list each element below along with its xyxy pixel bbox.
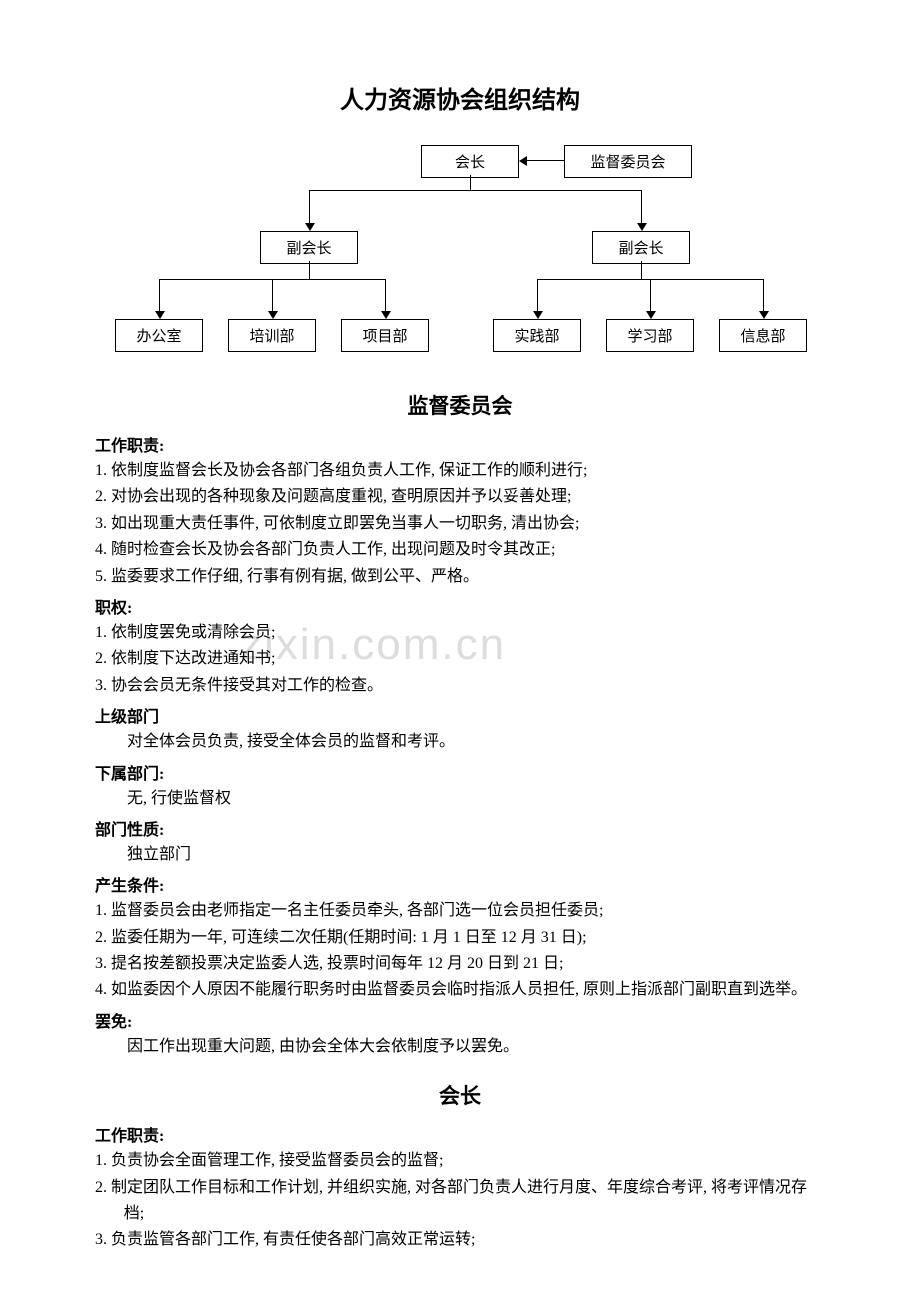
node-d5: 学习部 [606,319,694,352]
node-d2: 培训部 [228,319,316,352]
node-d3: 项目部 [341,319,429,352]
sub-text: 无, 行使监督权 [95,786,825,812]
powers-label: 职权: [95,594,825,618]
list-item: 2. 制定团队工作目标和工作计划, 并组织实施, 对各部门负责人进行月度、年度综… [95,1175,825,1228]
sub-label: 下属部门: [95,760,825,784]
list-item: 1. 依制度罢免或清除会员; [95,620,825,646]
section1-title: 监督委员会 [95,390,825,420]
list-item: 4. 随时检查会长及协会各部门负责人工作, 出现问题及时令其改正; [95,537,825,563]
powers-list: 1. 依制度罢免或清除会员; 2. 依制度下达改进通知书; 3. 协会会员无条件… [95,620,825,699]
recall-label: 罢免: [95,1008,825,1032]
node-d6: 信息部 [719,319,807,352]
recall-text: 因工作出现重大问题, 由协会全体大会依制度予以罢免。 [95,1034,825,1060]
duties2-list: 1. 负责协会全面管理工作, 接受监督委员会的监督; 2. 制定团队工作目标和工… [95,1148,825,1254]
duties2-label: 工作职责: [95,1122,825,1146]
list-item: 3. 负责监管各部门工作, 有责任使各部门高效正常运转; [95,1227,825,1253]
list-item: 2. 依制度下达改进通知书; [95,646,825,672]
list-item: 5. 监委要求工作仔细, 行事有例有据, 做到公平、严格。 [95,564,825,590]
list-item: 1. 监督委员会由老师指定一名主任委员牵头, 各部门选一位会员担任委员; [95,898,825,924]
page-title: 人力资源协会组织结构 [95,80,825,115]
list-item: 3. 如出现重大责任事件, 可依制度立即罢免当事人一切职务, 清出协会; [95,511,825,537]
list-item: 2. 监委任期为一年, 可连续二次任期(任期时间: 1 月 1 日至 12 月 … [95,925,825,951]
superior-label: 上级部门 [95,703,825,727]
superior-text: 对全体会员负责, 接受全体会员的监督和考评。 [95,729,825,755]
duties-label: 工作职责: [95,432,825,456]
section2-title: 会长 [95,1080,825,1110]
nature-text: 独立部门 [95,842,825,868]
cond-list: 1. 监督委员会由老师指定一名主任委员牵头, 各部门选一位会员担任委员; 2. … [95,898,825,1004]
duties-list: 1. 依制度监督会长及协会各部门各组负责人工作, 保证工作的顺利进行; 2. 对… [95,458,825,590]
node-d1: 办公室 [115,319,203,352]
list-item: 2. 对协会出现的各种现象及问题高度重视, 查明原因并予以妥善处理; [95,484,825,510]
node-d4: 实践部 [493,319,581,352]
node-vp1: 副会长 [260,231,358,264]
node-president: 会长 [421,145,519,178]
org-chart: 会长 监督委员会 副会长 副会长 办公室 培训部 项目部 实践部 学习部 信息部 [95,145,825,365]
node-vp2: 副会长 [592,231,690,264]
nature-label: 部门性质: [95,816,825,840]
list-item: 3. 提名按差额投票决定监委人选, 投票时间每年 12 月 20 日到 21 日… [95,951,825,977]
list-item: 1. 依制度监督会长及协会各部门各组负责人工作, 保证工作的顺利进行; [95,458,825,484]
cond-label: 产生条件: [95,872,825,896]
list-item: 3. 协会会员无条件接受其对工作的检查。 [95,673,825,699]
node-supervisor: 监督委员会 [564,145,692,178]
list-item: 4. 如监委因个人原因不能履行职务时由监督委员会临时指派人员担任, 原则上指派部… [95,977,825,1003]
list-item: 1. 负责协会全面管理工作, 接受监督委员会的监督; [95,1148,825,1174]
